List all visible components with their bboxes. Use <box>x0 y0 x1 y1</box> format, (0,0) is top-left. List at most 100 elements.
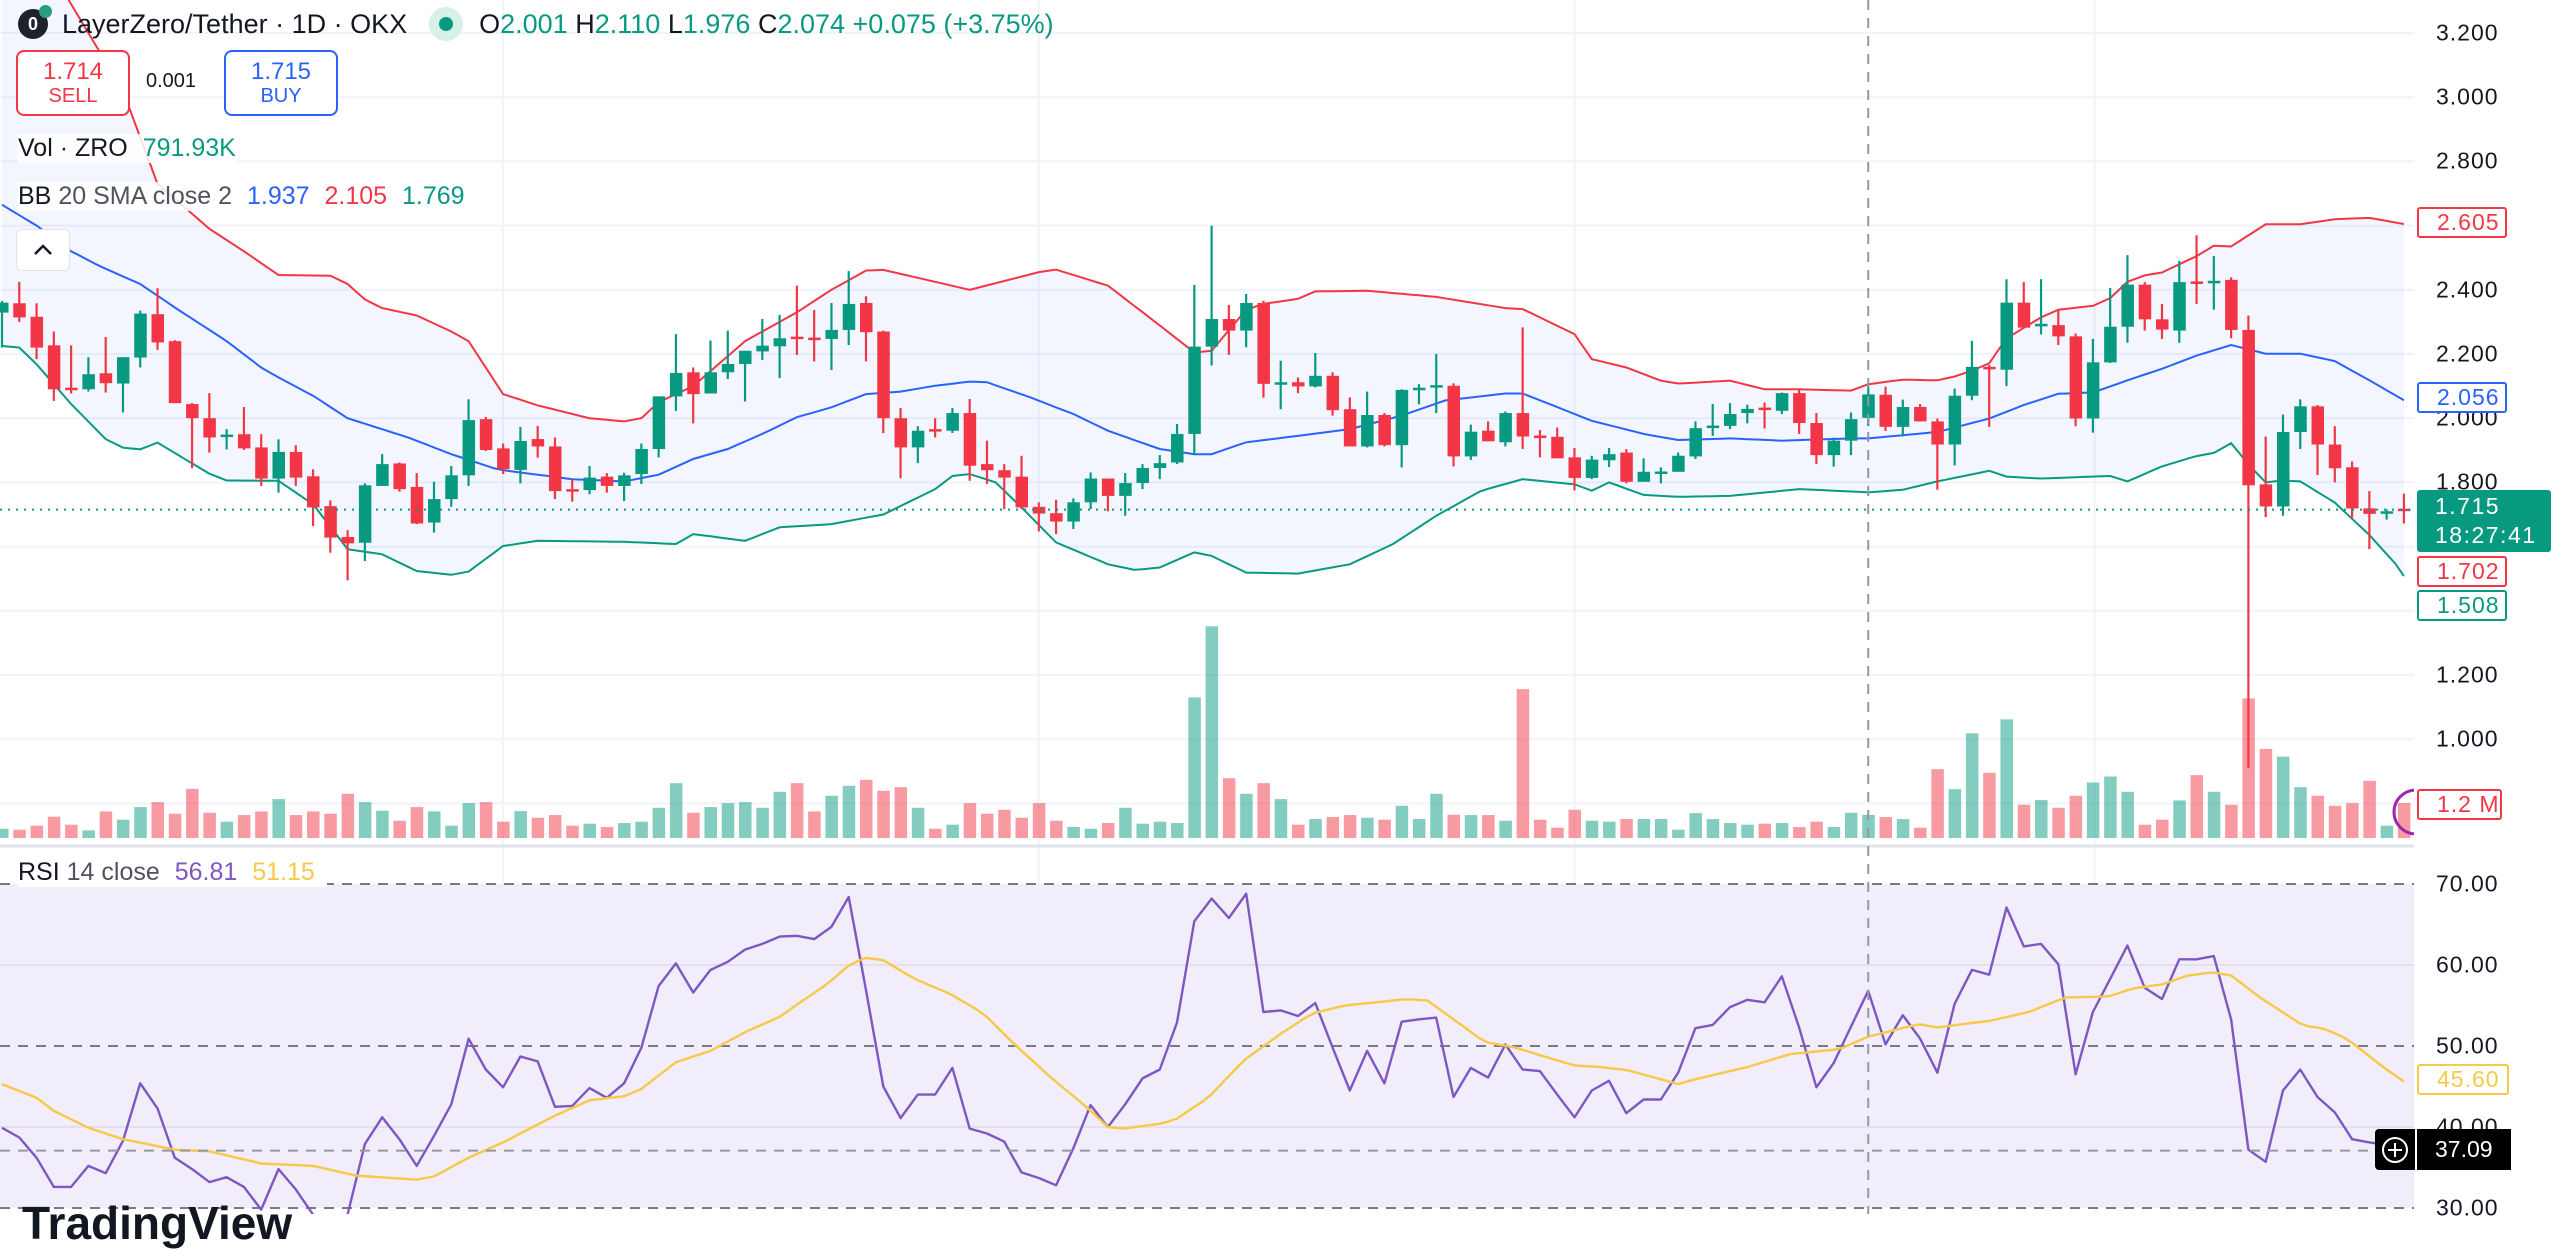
close-value: 2.074 <box>777 8 846 39</box>
candle-body <box>2276 432 2290 507</box>
candle-body <box>998 470 1011 478</box>
candle-body <box>1326 375 1340 411</box>
candle <box>168 340 182 404</box>
candle-body <box>825 329 838 339</box>
candle-body <box>410 486 424 524</box>
candle <box>479 416 493 451</box>
candle-body <box>1257 302 1270 384</box>
volume-bar <box>1585 820 1599 838</box>
volume-bar <box>2363 780 2376 838</box>
candle <box>687 367 700 424</box>
candle-body <box>2380 511 2394 514</box>
volume-bar <box>1879 817 1893 838</box>
candle-body <box>808 337 821 341</box>
candle-body <box>1378 414 1391 446</box>
candle-body <box>877 331 890 419</box>
candle <box>358 483 372 562</box>
volume-bar <box>2000 719 2013 838</box>
candle <box>669 334 683 411</box>
candle-body <box>2242 329 2255 486</box>
volume-bar <box>341 793 355 838</box>
candle-body <box>860 302 873 333</box>
candle-body <box>531 439 545 447</box>
price-axis-tick: 3.200 <box>2436 19 2499 46</box>
candle-body <box>2294 406 2307 433</box>
add-crosshair-button[interactable] <box>2375 1129 2415 1170</box>
candle <box>1395 389 1409 468</box>
candle-body <box>1032 506 1046 514</box>
volume-bar <box>894 787 908 838</box>
volume-bar <box>1292 824 1305 838</box>
candle-body <box>1965 366 1979 396</box>
candle <box>929 418 942 438</box>
close-label: C <box>757 8 778 39</box>
candle <box>1326 372 1340 416</box>
volume-bar <box>307 811 320 838</box>
candle <box>1032 502 1046 532</box>
candle <box>1931 418 1944 490</box>
candle <box>842 271 856 346</box>
symbol-header: 0 LayerZero/Tether · 1D · OKX O2.001 H2.… <box>18 4 1054 44</box>
candle-body <box>272 451 285 479</box>
candle <box>203 393 216 453</box>
volume-bar <box>860 779 873 838</box>
candle-body <box>1309 375 1322 387</box>
volume-bar <box>618 823 631 838</box>
crosshair-rsi-label: 37.09 <box>2417 1129 2511 1170</box>
volume-bar <box>1015 817 1029 838</box>
candle-body <box>652 396 666 450</box>
volume-bar <box>825 795 838 838</box>
candle <box>1965 340 1979 401</box>
volume-bar <box>2294 787 2307 838</box>
volume-bar <box>1205 626 1219 838</box>
sell-button[interactable]: 1.714 SELL <box>16 50 130 116</box>
bb-legend[interactable]: BB 20 SMA close 2 1.937 2.105 1.769 <box>18 182 465 211</box>
candle-body <box>168 341 182 404</box>
candle-body <box>479 419 493 450</box>
rsi-legend[interactable]: RSI 14 close 56.81 51.15 <box>18 858 327 887</box>
buy-label: BUY <box>260 85 302 108</box>
price-axis-tick: 2.800 <box>2436 147 2499 174</box>
volume-bar <box>479 802 493 838</box>
volume-bar <box>1810 821 1823 838</box>
candle <box>1844 412 1858 456</box>
volume-bar <box>2017 804 2031 838</box>
candle-body <box>2035 323 2048 327</box>
candle-body <box>237 434 251 449</box>
volume-bar <box>2225 804 2238 838</box>
candle <box>1706 404 1720 436</box>
candle-body <box>1603 454 1616 461</box>
buy-button[interactable]: 1.715 BUY <box>224 50 338 116</box>
volume-bar <box>2207 791 2221 838</box>
volume-bar <box>2346 803 2359 838</box>
ohlc-values: O2.001 H2.110 L1.976 C2.074 +0.075 (+3.7… <box>479 9 1054 40</box>
volume-bar <box>376 810 389 838</box>
candle <box>1274 360 1288 410</box>
volume-bar <box>1758 823 1772 838</box>
candle <box>445 466 458 507</box>
candle <box>1793 389 1806 434</box>
volume-bar <box>65 824 78 838</box>
events-marker-icon <box>2392 788 2417 836</box>
volume-bar <box>1395 805 1409 838</box>
chart-canvas[interactable] <box>0 0 2560 1214</box>
volume-bar <box>1171 823 1184 838</box>
volume-bar <box>1533 819 1547 838</box>
candle <box>497 443 510 475</box>
candle-body <box>894 418 908 448</box>
volume-bar <box>2104 776 2117 838</box>
candle-body <box>1274 382 1288 385</box>
open-label: O <box>479 8 501 39</box>
candle <box>2000 279 2013 387</box>
volume-bar <box>2380 825 2394 838</box>
candle-body <box>1810 423 1823 456</box>
collapse-legend-button[interactable] <box>16 229 70 271</box>
candle <box>2259 436 2273 518</box>
volume-legend[interactable]: Vol · ZRO 791.93K <box>18 134 236 163</box>
volume-bar <box>963 803 977 838</box>
volume-bar <box>1032 803 1046 838</box>
volume-bar <box>635 821 648 838</box>
bb-upper-price-label: 2.605 <box>2417 207 2507 238</box>
rsi-ma-line <box>1 956 2405 1181</box>
symbol-title[interactable]: LayerZero/Tether · 1D · OKX <box>62 8 408 39</box>
